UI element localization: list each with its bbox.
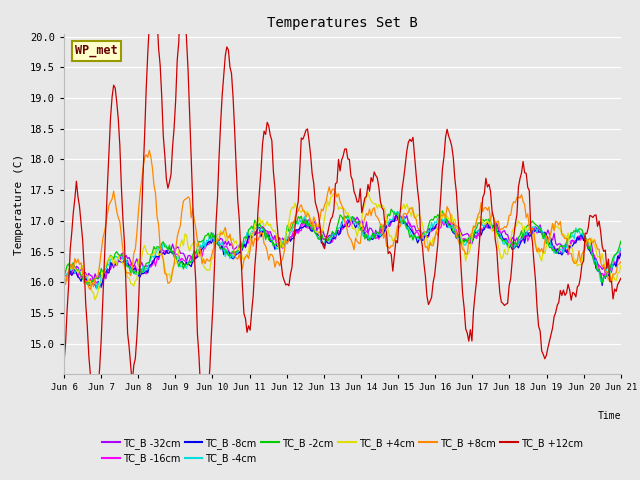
TC_B +12cm (248, 309, 255, 314)
Text: WP_met: WP_met (75, 44, 118, 58)
TC_B -2cm (60, 273, 68, 279)
TC_B -16cm (97, 285, 105, 290)
Line: TC_B -32cm: TC_B -32cm (64, 216, 621, 281)
TC_B +12cm (229, 94, 237, 100)
TC_B +4cm (305, 213, 313, 218)
TC_B -2cm (130, 271, 138, 276)
TC_B -16cm (397, 213, 404, 219)
TC_B -4cm (589, 253, 596, 259)
TC_B -16cm (617, 246, 625, 252)
TC_B -8cm (305, 223, 313, 229)
TC_B -4cm (394, 208, 401, 214)
TC_B -4cm (246, 232, 254, 238)
TC_B -32cm (305, 217, 313, 223)
TC_B -16cm (305, 225, 313, 231)
TC_B +8cm (257, 229, 265, 235)
TC_B +8cm (130, 251, 138, 256)
TC_B -8cm (60, 281, 68, 287)
Line: TC_B +4cm: TC_B +4cm (64, 192, 621, 300)
TC_B +4cm (364, 190, 372, 195)
TC_B -4cm (93, 286, 100, 292)
TC_B +8cm (229, 243, 237, 249)
TC_B -4cm (617, 245, 625, 251)
TC_B -2cm (589, 255, 596, 261)
TC_B +12cm (60, 360, 68, 366)
TC_B +4cm (617, 263, 625, 268)
TC_B +12cm (589, 215, 596, 220)
TC_B -32cm (130, 264, 138, 269)
TC_B -2cm (617, 239, 625, 244)
TC_B +4cm (130, 283, 138, 289)
Line: TC_B -2cm: TC_B -2cm (64, 209, 621, 285)
Text: Time: Time (597, 411, 621, 420)
TC_B +4cm (589, 239, 596, 244)
TC_B +12cm (307, 152, 314, 157)
TC_B -2cm (305, 220, 313, 226)
Line: TC_B -8cm: TC_B -8cm (64, 215, 621, 288)
TC_B +4cm (228, 238, 236, 243)
TC_B -8cm (93, 286, 100, 291)
TC_B -2cm (246, 226, 254, 231)
TC_B +4cm (91, 297, 99, 302)
TC_B +8cm (145, 147, 153, 153)
Line: TC_B -16cm: TC_B -16cm (64, 216, 621, 288)
TC_B +12cm (130, 362, 138, 368)
TC_B -2cm (83, 282, 91, 288)
TC_B -16cm (130, 269, 138, 275)
Legend: TC_B -32cm, TC_B -16cm, TC_B -8cm, TC_B -4cm, TC_B -2cm, TC_B +4cm, TC_B +8cm, T: TC_B -32cm, TC_B -16cm, TC_B -8cm, TC_B … (99, 434, 586, 468)
TC_B -8cm (130, 266, 138, 272)
TC_B +8cm (307, 220, 314, 226)
TC_B +12cm (617, 276, 625, 281)
Line: TC_B +12cm: TC_B +12cm (64, 0, 621, 411)
Line: TC_B +8cm: TC_B +8cm (64, 150, 621, 289)
TC_B -32cm (90, 278, 97, 284)
TC_B -2cm (255, 220, 263, 226)
TC_B -32cm (589, 250, 596, 256)
TC_B -4cm (305, 218, 313, 224)
TC_B +4cm (60, 284, 68, 290)
TC_B -16cm (255, 230, 263, 236)
TC_B -32cm (617, 251, 625, 256)
TC_B -4cm (130, 267, 138, 273)
TC_B -2cm (387, 206, 395, 212)
Y-axis label: Temperature (C): Temperature (C) (15, 154, 24, 254)
TC_B -4cm (255, 226, 263, 231)
TC_B -4cm (60, 274, 68, 280)
TC_B -32cm (60, 272, 68, 278)
TC_B -32cm (246, 236, 254, 242)
TC_B -8cm (617, 251, 625, 257)
TC_B -8cm (255, 225, 263, 230)
TC_B +8cm (248, 236, 255, 241)
TC_B +8cm (86, 287, 94, 292)
TC_B +12cm (90, 408, 97, 414)
TC_B -16cm (60, 276, 68, 281)
TC_B -4cm (228, 250, 236, 256)
TC_B -16cm (246, 233, 254, 239)
TC_B -2cm (228, 250, 236, 256)
TC_B -8cm (392, 212, 400, 218)
TC_B -8cm (228, 254, 236, 260)
TC_B +4cm (255, 214, 263, 220)
Title: Temperatures Set B: Temperatures Set B (267, 16, 418, 30)
TC_B +12cm (257, 168, 265, 174)
TC_B -32cm (255, 226, 263, 231)
TC_B +8cm (60, 281, 68, 287)
TC_B -16cm (589, 251, 596, 256)
TC_B +8cm (617, 259, 625, 265)
TC_B +4cm (246, 237, 254, 242)
TC_B -32cm (228, 240, 236, 246)
TC_B -8cm (246, 234, 254, 240)
TC_B -32cm (403, 213, 411, 218)
TC_B -8cm (589, 253, 596, 259)
Line: TC_B -4cm: TC_B -4cm (64, 211, 621, 289)
TC_B -16cm (228, 250, 236, 255)
TC_B +8cm (589, 240, 596, 246)
